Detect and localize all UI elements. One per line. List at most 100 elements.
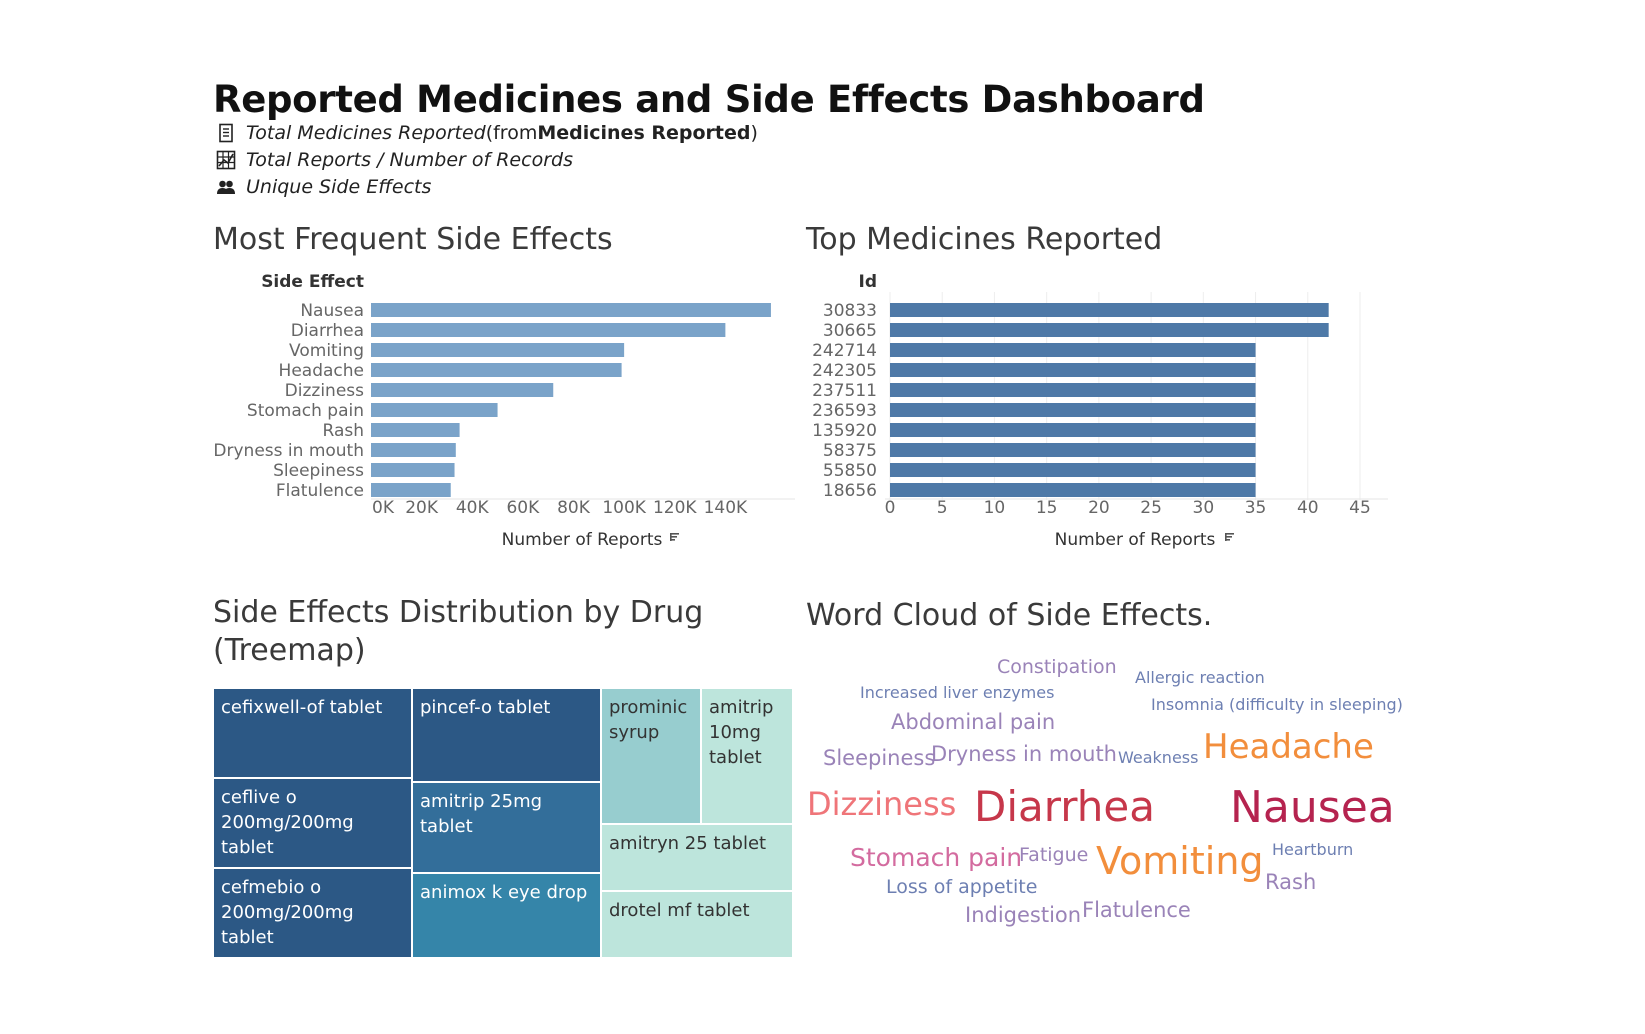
med-tick-label: 20 (1088, 498, 1110, 518)
med-category-label: 30665 (823, 321, 877, 341)
se-tick-label: 140K (704, 498, 748, 518)
med-category-label: 30833 (823, 301, 877, 321)
word-cloud-word: Dryness in mouth (931, 742, 1117, 766)
word-cloud-word: Constipation (997, 656, 1117, 678)
kpi-label: Total Reports / Number of Records (246, 149, 573, 171)
word-cloud-word: Headache (1203, 727, 1374, 767)
treemap-cell: cefmebio o 200mg/200mg tablet (213, 868, 412, 958)
med-bar (890, 443, 1256, 457)
treemap-cell: cefixwell-of tablet (213, 688, 412, 778)
grid-icon (216, 150, 236, 170)
se-axis-title: Number of Reports (502, 530, 663, 550)
med-category-label: 18656 (823, 481, 877, 501)
dashboard-title: Reported Medicines and Side Effects Dash… (213, 78, 1205, 121)
word-cloud-word: Diarrhea (974, 782, 1156, 831)
med-tick-label: 45 (1349, 498, 1371, 518)
med-tick-label: 25 (1140, 498, 1162, 518)
med-tick-label: 35 (1245, 498, 1267, 518)
word-cloud-word: Fatigue (1019, 844, 1089, 866)
treemap-cell: amitrip 25mg tablet (412, 782, 601, 873)
med-category-label: 236593 (812, 401, 877, 421)
side-effects-word-cloud: Constipation Allergic reaction Increased l… (800, 650, 1403, 950)
word-cloud-word: Rash (1265, 870, 1317, 894)
sort-icon (670, 533, 679, 541)
med-bar (890, 343, 1256, 357)
med-category-label: 58375 (823, 441, 877, 461)
med-tick-label: 10 (984, 498, 1006, 518)
treemap-cell: animox k eye drop (412, 873, 601, 958)
med-category-label: 242305 (812, 361, 877, 381)
treemap-cell: amitryn 25 tablet (601, 824, 793, 891)
kpi-source: Medicines Reported (537, 122, 751, 144)
word-cloud-word: Weakness (1118, 748, 1199, 767)
se-category-label: Stomach pain (247, 401, 364, 421)
se-category-label: Flatulence (276, 481, 364, 501)
med-axis-title: Number of Reports (1055, 530, 1216, 550)
med-tick-label: 30 (1193, 498, 1215, 518)
word-cloud-word: Dizziness (807, 785, 957, 823)
se-category-label: Rash (323, 421, 365, 441)
med-category-label: 242714 (812, 341, 877, 361)
se-tick-label: 0K (372, 498, 395, 518)
med-bar (890, 463, 1256, 477)
word-cloud-word: Insomnia (difficulty in sleeping) (1151, 695, 1403, 714)
se-bar (371, 303, 771, 317)
se-category-label: Sleepiness (273, 461, 364, 481)
med-bar (890, 303, 1329, 317)
med-tick-label: 15 (1036, 498, 1058, 518)
kpi-label: Total Medicines Reported (246, 122, 486, 144)
se-tick-label: 120K (653, 498, 697, 518)
kpi-total-reports: Total Reports / Number of Records (216, 149, 573, 171)
kpi-unique-side-effects: Unique Side Effects (216, 176, 431, 198)
se-tick-label: 20K (405, 498, 439, 518)
se-bar (371, 483, 451, 497)
se-bar (371, 363, 622, 377)
se-tick-label: 40K (456, 498, 490, 518)
se-category-label: Headache (279, 361, 364, 381)
word-cloud-word: Indigestion (965, 903, 1082, 927)
treemap-title-line2: (Treemap) (213, 633, 366, 668)
med-row-header: Id (859, 272, 878, 292)
word-cloud-word: Allergic reaction (1135, 668, 1265, 687)
se-row-header: Side Effect (261, 272, 364, 292)
medicines-chart-title: Top Medicines Reported (806, 222, 1163, 257)
document-icon (216, 123, 236, 143)
med-tick-label: 5 (937, 498, 948, 518)
treemap-cell: amitrip 10mg tablet (701, 688, 793, 824)
med-bar (890, 383, 1256, 397)
treemap-title-line1: Side Effects Distribution by Drug (213, 595, 704, 630)
se-tick-label: 60K (506, 498, 540, 518)
med-bar (890, 483, 1256, 497)
word-cloud-word: Flatulence (1082, 898, 1191, 922)
se-bar (371, 443, 456, 457)
med-bar (890, 363, 1256, 377)
se-bar (371, 463, 455, 477)
se-bar (371, 383, 554, 397)
sort-icon (1225, 533, 1234, 541)
word-cloud-word: Nausea (1230, 782, 1395, 833)
kpi-source-suffix: ) (750, 122, 758, 144)
se-tick-label: 80K (557, 498, 591, 518)
treemap-cell: prominic syrup (601, 688, 701, 824)
wordcloud-title: Word Cloud of Side Effects. (806, 598, 1213, 633)
se-category-label: Nausea (300, 301, 364, 321)
se-category-label: Dryness in mouth (213, 441, 364, 461)
se-bar (371, 323, 726, 337)
med-bar (890, 323, 1329, 337)
kpi-source-prefix: (from (485, 122, 538, 144)
se-bar (371, 423, 460, 437)
med-category-label: 55850 (823, 461, 877, 481)
se-category-label: Dizziness (285, 381, 364, 401)
word-cloud-word: Loss of appetite (886, 876, 1038, 898)
se-category-label: Vomiting (289, 341, 364, 361)
med-tick-label: 40 (1297, 498, 1319, 518)
med-bar (890, 403, 1256, 417)
med-bar (890, 423, 1256, 437)
se-tick-label: 100K (602, 498, 646, 518)
treemap-cell: drotel mf tablet (601, 891, 793, 958)
word-cloud-word: Sleepiness (823, 746, 936, 770)
kpi-label: Unique Side Effects (246, 176, 432, 198)
side-effects-treemap: cefixwell-of tablet ceflive o 200mg/200mg… (213, 688, 793, 958)
word-cloud-word: Heartburn (1272, 840, 1354, 859)
